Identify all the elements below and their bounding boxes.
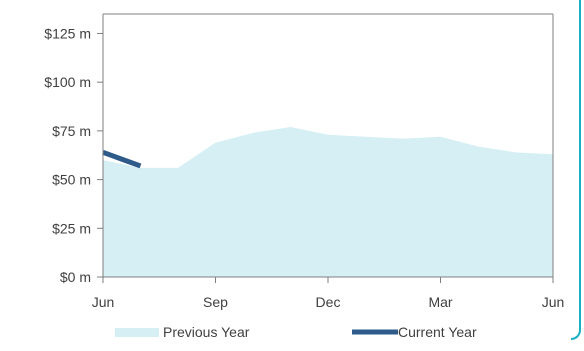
legend-label-current-year: Current Year <box>398 324 477 340</box>
legend-swatch-previous-year <box>115 328 159 337</box>
x-tick-label: Mar <box>428 294 452 310</box>
x-tick-label: Jun <box>92 294 115 310</box>
panel-frame-edge <box>571 0 581 340</box>
plot-area <box>102 13 554 278</box>
y-tick-label: $50 m <box>52 172 91 188</box>
x-tick-label: Dec <box>316 294 341 310</box>
legend-label-previous-year: Previous Year <box>163 324 250 340</box>
y-axis: $0 m $25 m $50 m $75 m $100 m $125 m <box>44 14 104 285</box>
y-tick-label: $100 m <box>44 74 91 90</box>
legend: Previous Year Current Year <box>115 324 477 340</box>
x-tick-label: Jun <box>542 294 565 310</box>
x-tick-label: Sep <box>203 294 228 310</box>
y-tick-label: $125 m <box>44 25 91 41</box>
y-tick-label: $75 m <box>52 123 91 139</box>
series-line-current-year <box>102 149 142 169</box>
y-tick-label: $25 m <box>52 220 91 236</box>
series-area-previous-year <box>103 126 553 278</box>
x-axis: Jun Sep Dec Mar Jun <box>92 276 565 310</box>
y-tick-label: $0 m <box>60 269 91 285</box>
